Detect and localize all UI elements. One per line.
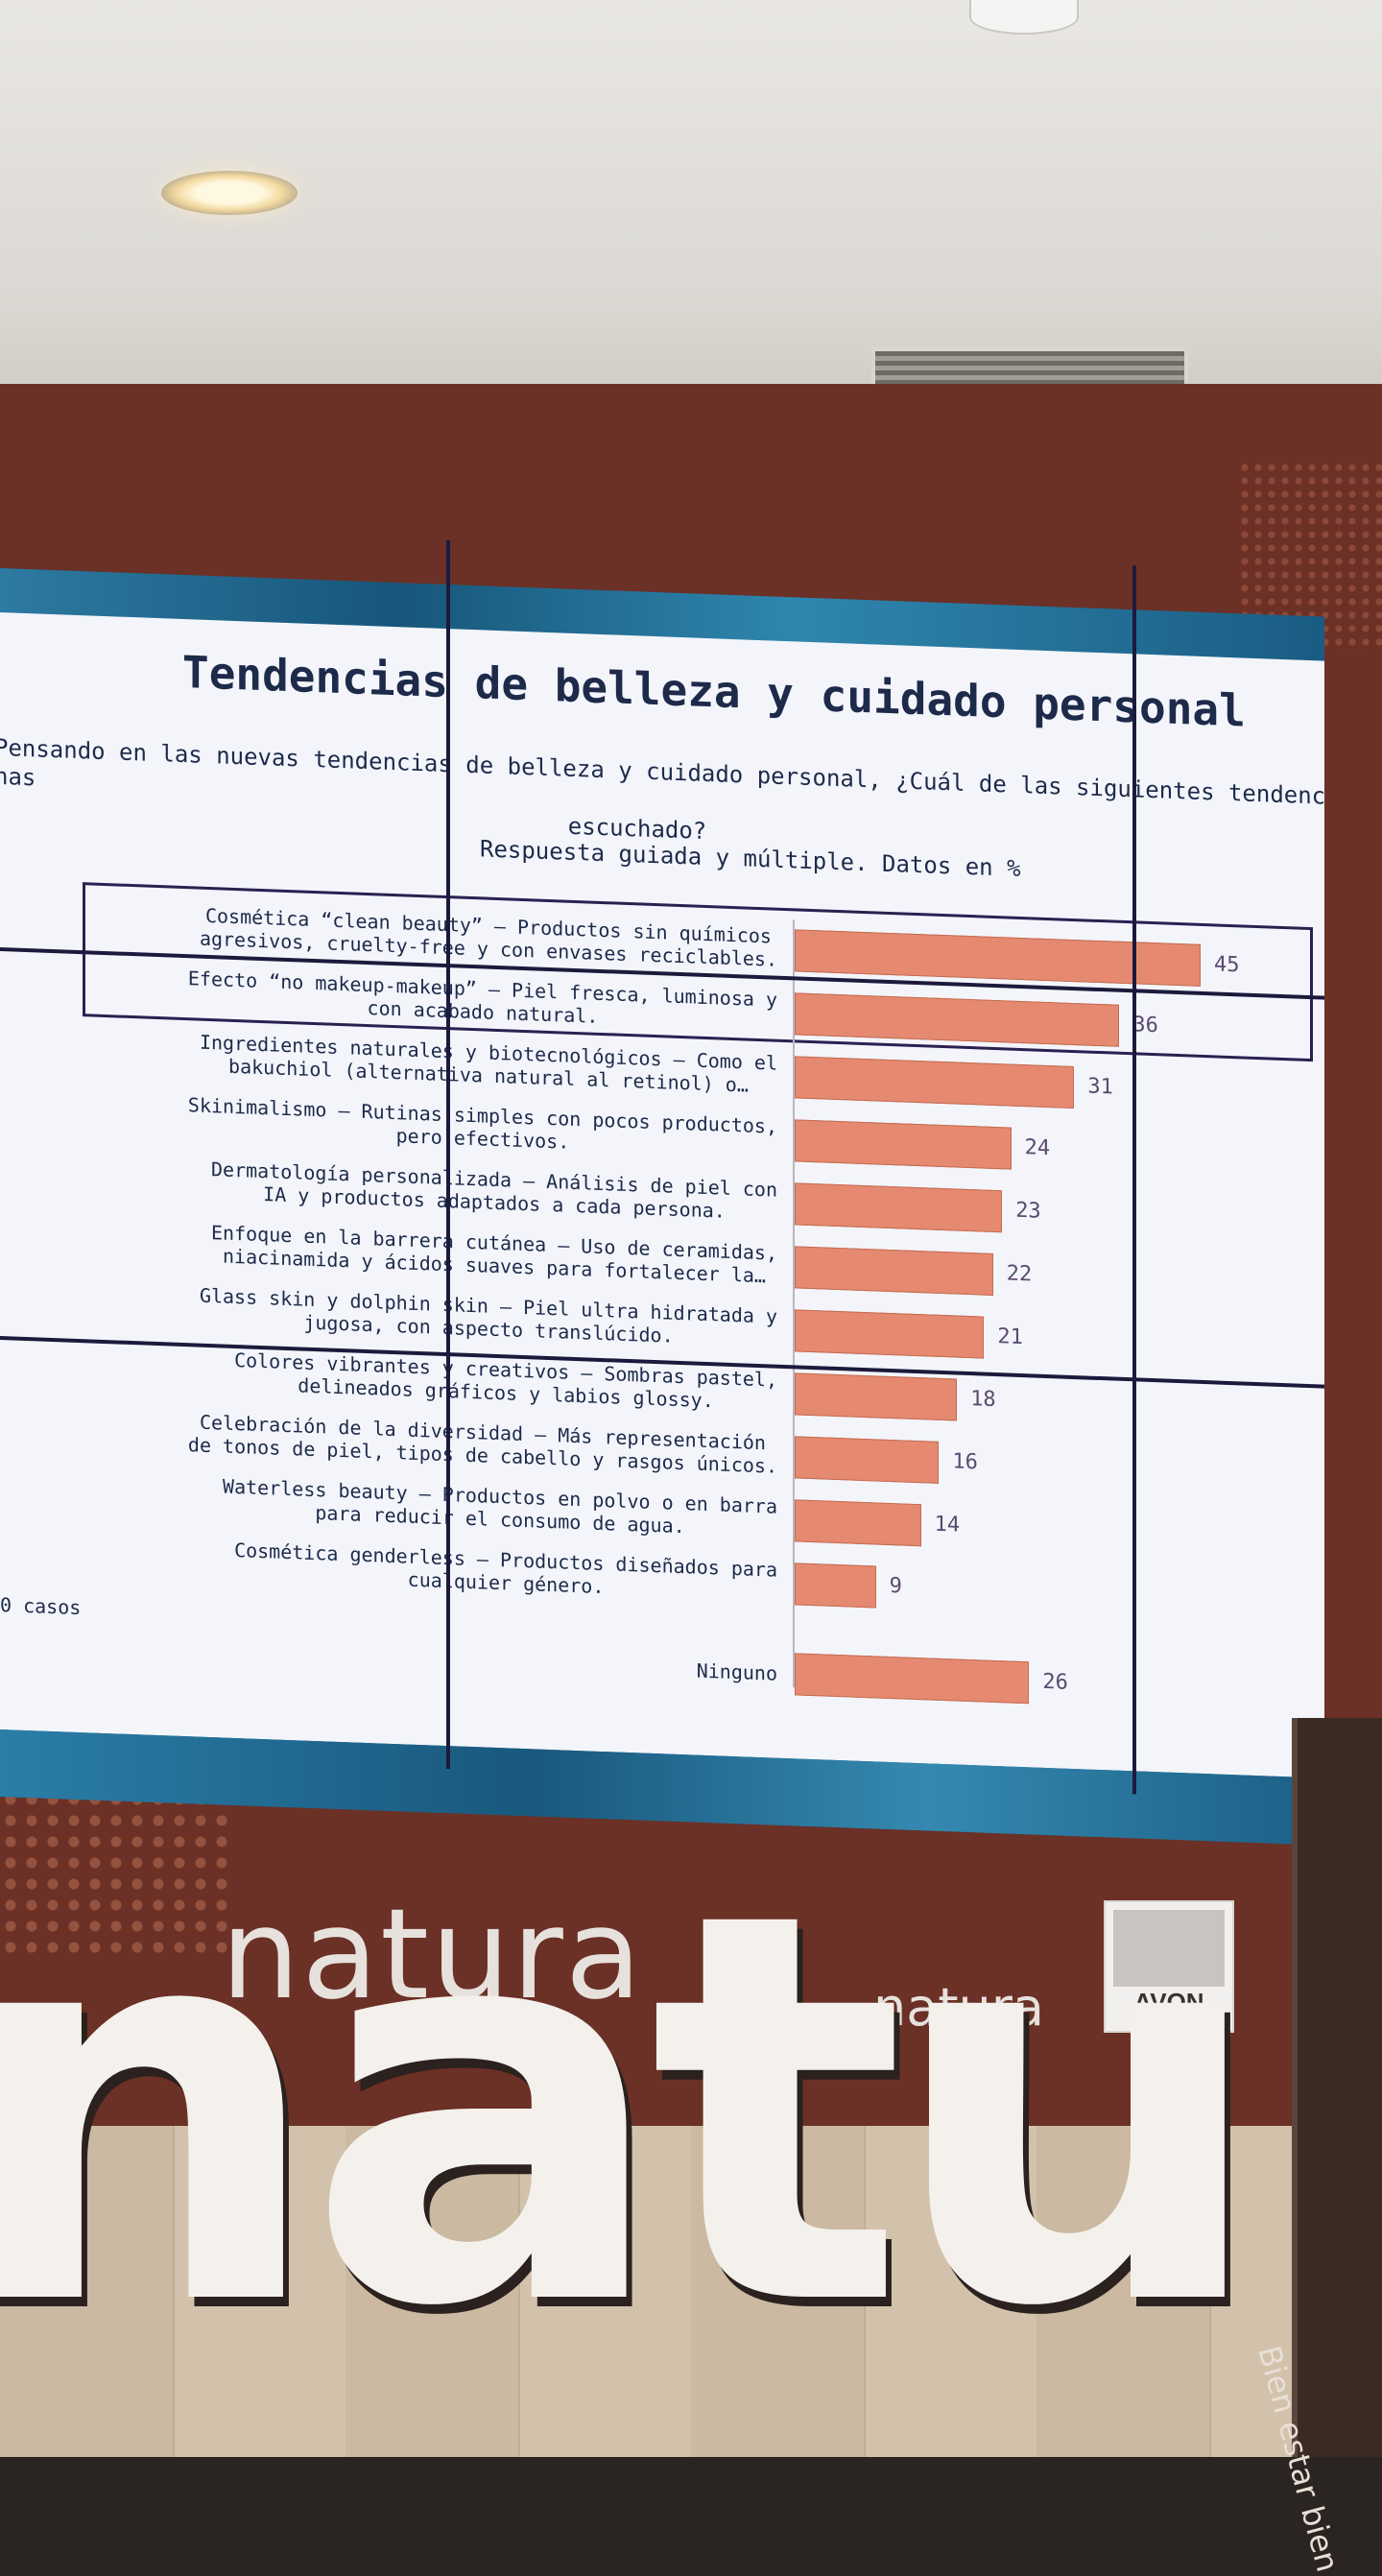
bar [795,1499,921,1547]
bar-label-line: Ninguno [696,1658,777,1685]
bar-value-label: 14 [934,1512,961,1538]
bar [795,1182,1003,1233]
ceiling-light [161,171,298,215]
bar-label: Dermatología personalizada – Análisis de… [211,1157,777,1225]
bar [795,1653,1030,1705]
bar-label: Efecto “no makeup-makeup” – Piel fresca,… [188,966,777,1035]
podium [1292,1718,1382,2457]
bar-label: Ingredientes naturales y biotecnológicos… [200,1031,777,1098]
bar-value-label: 45 [1214,952,1240,978]
bar [795,1372,958,1421]
bar [795,1562,876,1609]
giant-letters-sculpture: natu [0,1799,1270,2424]
bar-chart: Cosmética “clean beauty” – Productos sin… [0,891,1324,1727]
natura-logo-small: natura [873,1977,1045,2038]
bar-value-label: 36 [1132,1013,1158,1038]
slide-title: Tendencias de belleza y cuidado personal [182,645,1246,737]
bar-value-label: 31 [1087,1074,1113,1100]
bar-value-label: 9 [889,1573,902,1599]
presentation-slide: Tendencias de belleza y cuidado personal… [0,612,1324,1778]
video-wall-screen: Tendencias de belleza y cuidado personal… [0,540,1324,1846]
bar-label: Waterless beauty – Productos en polvo o … [223,1475,777,1541]
bar-value-label: 22 [1006,1261,1033,1287]
bar-label: Cosmética genderless – Productos diseñad… [234,1538,777,1605]
screen-seam-vertical [446,540,450,1770]
wooden-floor [0,2126,1382,2457]
bar [795,1436,940,1484]
bar [795,1246,993,1296]
bar-value-label: 23 [1015,1198,1041,1224]
bar-value-label: 26 [1042,1669,1068,1695]
bar-value-label: 16 [952,1449,978,1475]
bar-label: Enfoque en la barrera cutánea – Uso de c… [211,1221,777,1288]
bar-value-label: 21 [997,1324,1023,1350]
bar-label: Skinimalismo – Rutinas simples con pocos… [188,1093,777,1161]
sample-size-label: 0 casos [0,1593,82,1620]
bar-label: Celebración de la diversidad – Más repre… [188,1410,777,1478]
avon-logo: AVON [1104,1900,1234,2033]
bar-label: Ninguno [697,1659,777,1685]
bar-label: Glass skin y dolphin skin – Piel ultra h… [200,1284,777,1351]
smoke-detector [969,0,1079,35]
ceiling [0,0,1382,413]
bar-value-label: 24 [1024,1135,1051,1161]
bar [795,1309,985,1359]
bar [795,1119,1012,1170]
natura-logo-wall: natura [221,1881,644,2027]
avon-logo-text: AVON [1133,1988,1204,2016]
screen-seam-vertical [1132,565,1136,1795]
bar [795,1056,1075,1109]
bar [795,992,1120,1047]
bar-value-label: 18 [970,1387,996,1413]
avon-logo-panel [1113,1910,1225,1987]
